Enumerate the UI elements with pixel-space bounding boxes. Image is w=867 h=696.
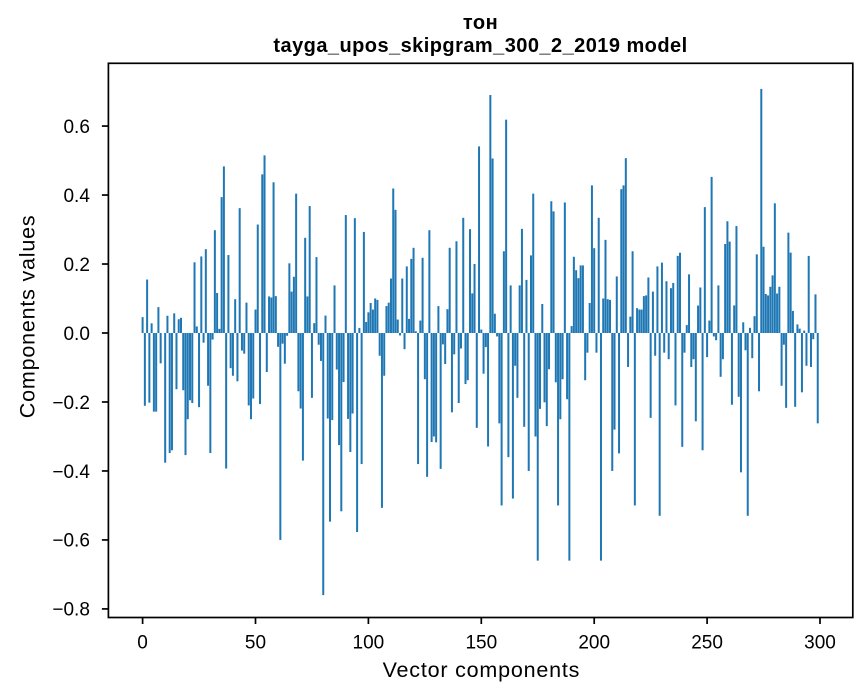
- svg-text:200: 200: [578, 633, 610, 654]
- svg-text:тон: тон: [463, 12, 498, 34]
- svg-text:0.4: 0.4: [63, 186, 90, 207]
- svg-text:Vector components: Vector components: [383, 658, 581, 682]
- svg-text:−0.4: −0.4: [52, 462, 90, 483]
- svg-text:50: 50: [245, 633, 266, 654]
- svg-text:0: 0: [137, 633, 148, 654]
- svg-text:0.0: 0.0: [63, 324, 89, 345]
- svg-text:0.2: 0.2: [63, 255, 89, 276]
- svg-text:100: 100: [353, 633, 385, 654]
- svg-text:150: 150: [465, 633, 497, 654]
- svg-text:300: 300: [804, 633, 836, 654]
- svg-text:−0.8: −0.8: [52, 600, 90, 621]
- svg-text:tayga_upos_skipgram_300_2_2019: tayga_upos_skipgram_300_2_2019 model: [273, 35, 687, 57]
- svg-text:250: 250: [691, 633, 723, 654]
- svg-text:−0.6: −0.6: [52, 531, 90, 552]
- svg-text:Components values: Components values: [15, 215, 39, 419]
- svg-text:0.6: 0.6: [63, 117, 89, 138]
- svg-text:−0.2: −0.2: [52, 393, 90, 414]
